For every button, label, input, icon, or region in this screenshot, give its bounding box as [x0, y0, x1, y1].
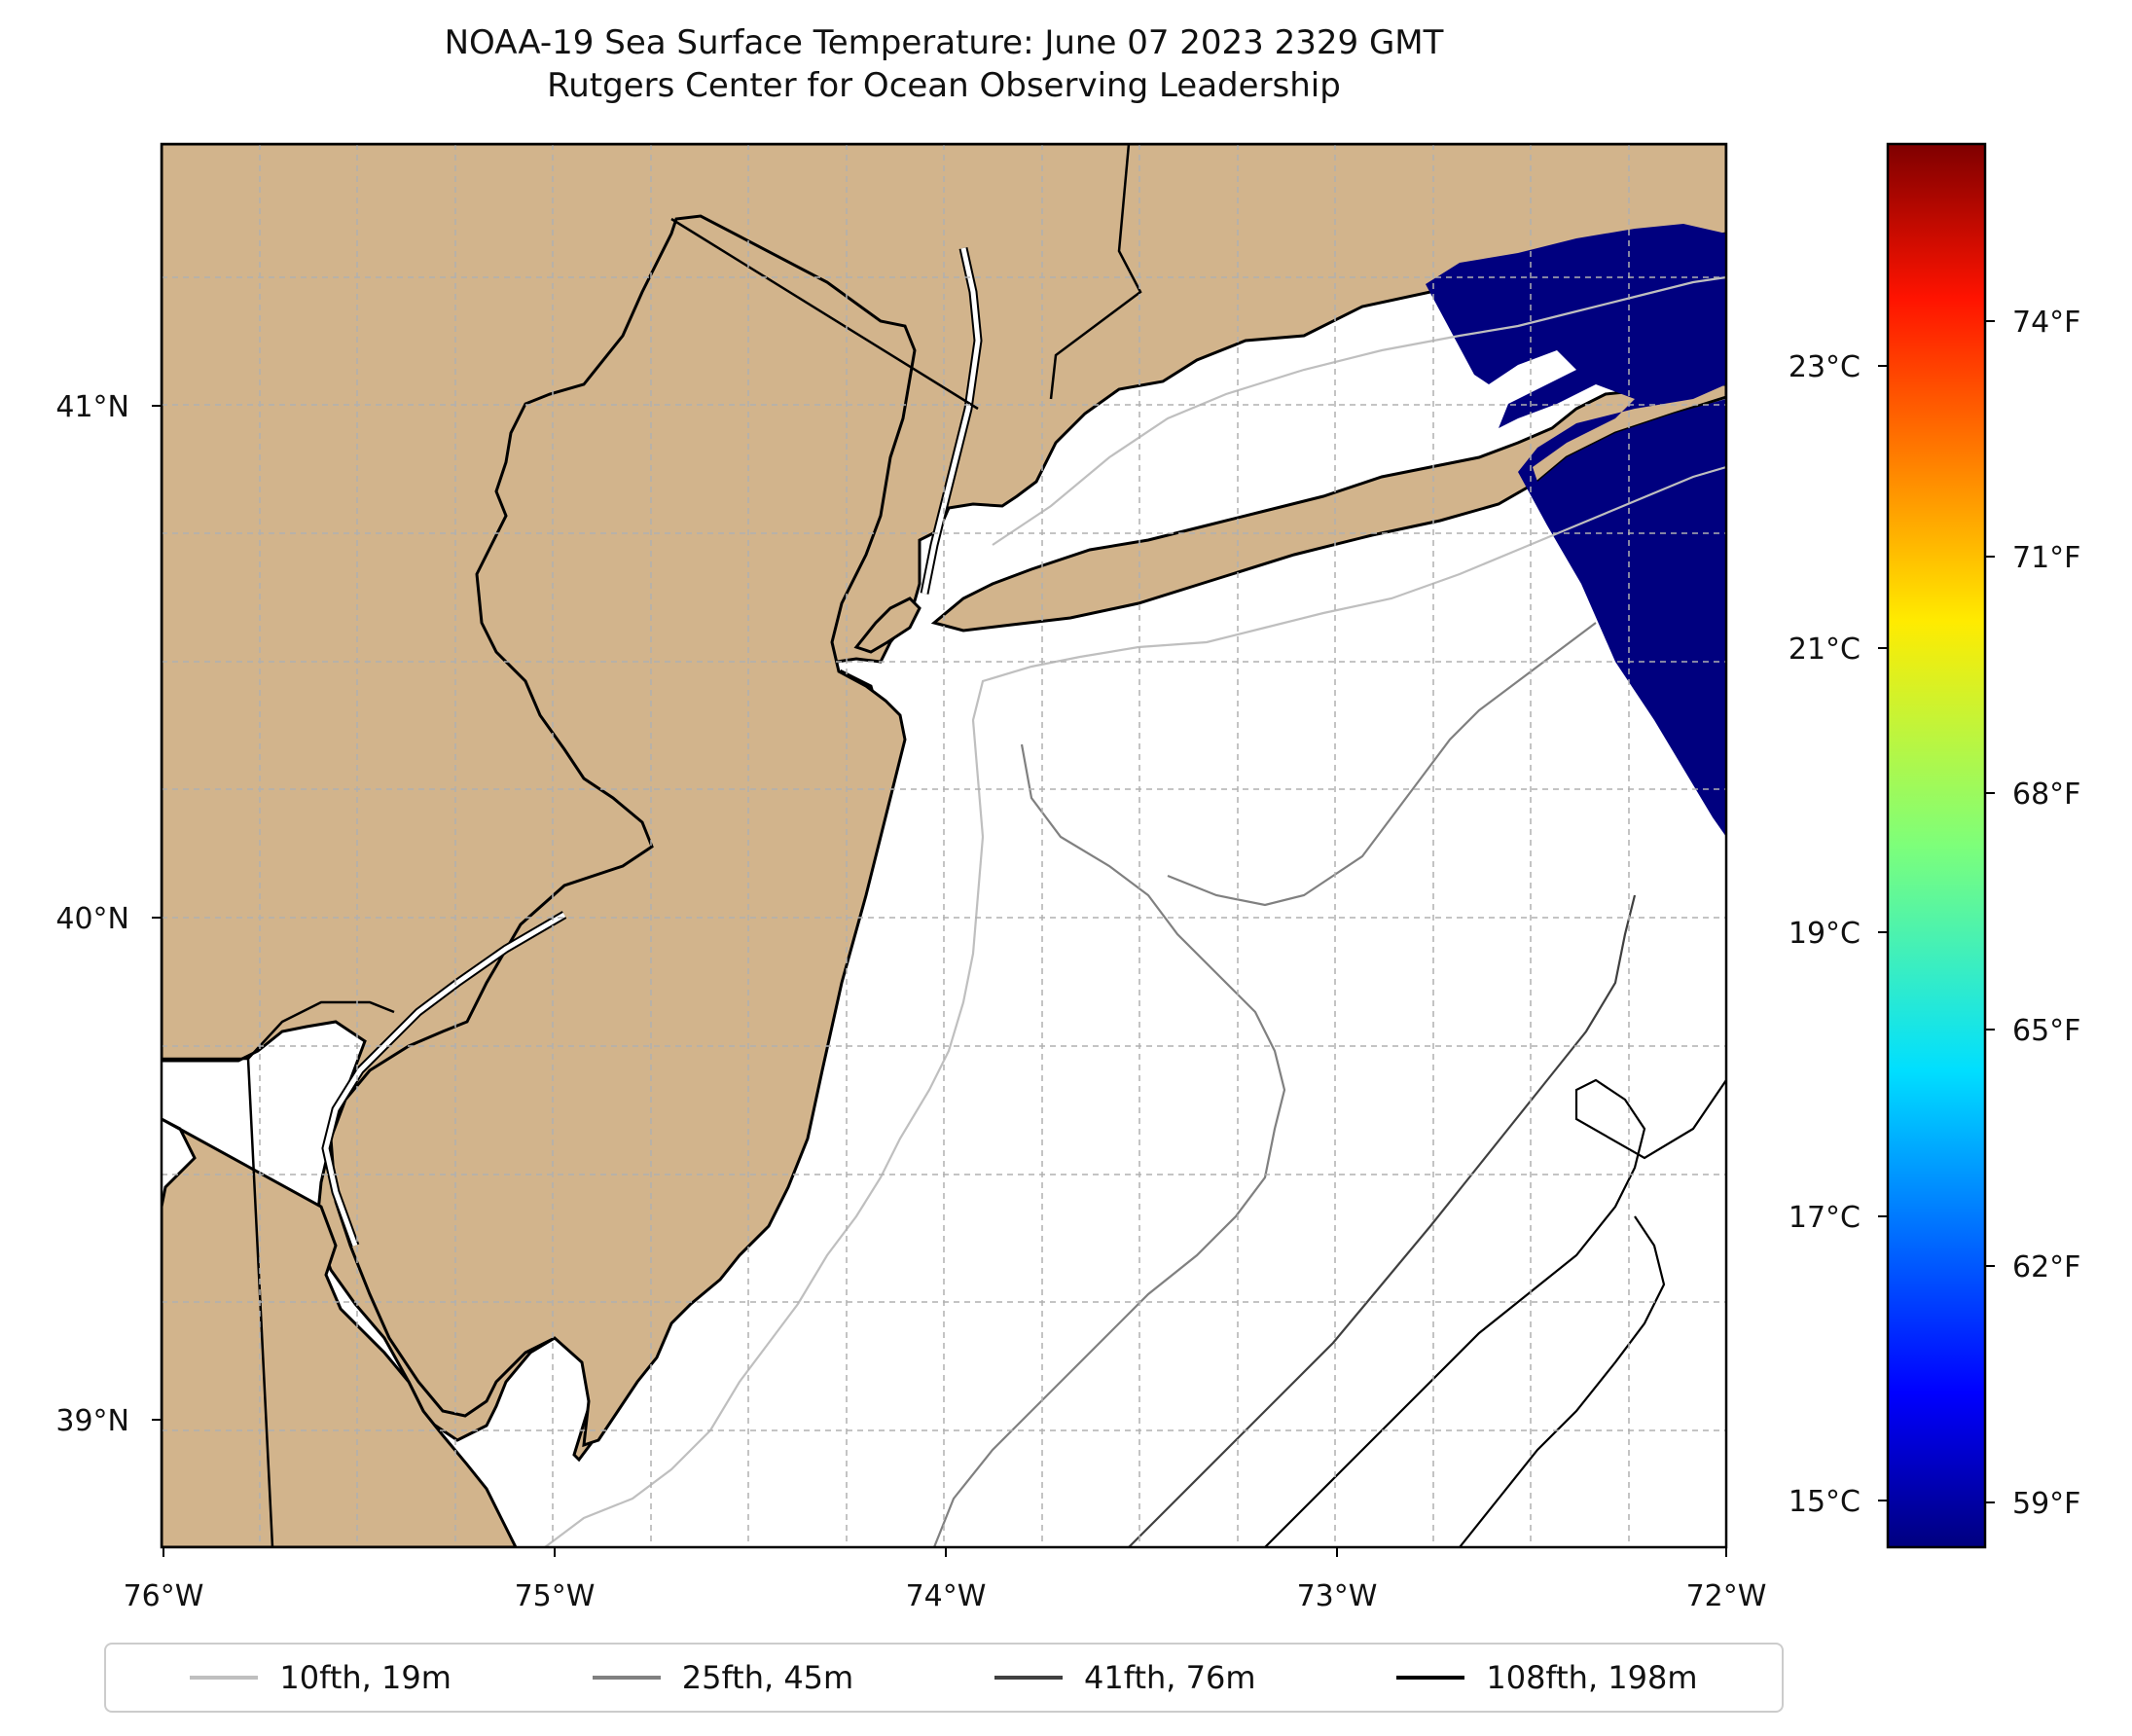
lon-tick-marks — [163, 1547, 1727, 1557]
colorbar-label-71f: 71°F — [2012, 541, 2080, 575]
lat-tick-label-39n: 39°N — [55, 1404, 129, 1438]
delaware-river-inner — [323, 912, 566, 1247]
lon-tick-label-73w: 73°W — [1297, 1579, 1378, 1613]
bathymetry-contours — [544, 275, 1726, 1547]
contour-25fth-east — [1167, 622, 1597, 907]
legend-label-41fth: 41fth, 76m — [1084, 1659, 1256, 1696]
lon-tick-label-76w: 76°W — [124, 1579, 204, 1613]
state-border-ny-pa — [670, 217, 979, 411]
colorbar-label-74f: 74°F — [2012, 306, 2080, 340]
colorbar-label-23c: 23°C — [1789, 350, 1861, 384]
lon-tick-label-74w: 74°W — [906, 1579, 987, 1613]
chart-title: NOAA-19 Sea Surface Temperature: June 07… — [161, 21, 1727, 107]
legend-swatch-108fth — [1396, 1676, 1465, 1680]
legend-swatch-25fth — [592, 1676, 661, 1680]
legend-item-10fth: 10fth, 19m — [190, 1659, 452, 1696]
colorbar-fahrenheit-ticks — [1985, 320, 1995, 1503]
legend-item-41fth: 41fth, 76m — [994, 1659, 1256, 1696]
title-line-2: Rutgers Center for Ocean Observing Leade… — [547, 66, 1341, 105]
lon-tick-label-75w: 75°W — [515, 1579, 596, 1613]
sst-swath — [1426, 224, 1726, 837]
map-frame — [160, 142, 1728, 1549]
legend-label-108fth: 108fth, 198m — [1486, 1659, 1698, 1696]
state-border-ct-ny — [1049, 144, 1142, 400]
colorbar-label-17c: 17°C — [1789, 1201, 1861, 1235]
land-staten-island — [853, 597, 921, 654]
colorbar-label-62f: 62°F — [2012, 1250, 2080, 1284]
lat-tick-label-41n: 41°N — [55, 390, 129, 424]
colorbar-label-19c: 19°C — [1789, 917, 1861, 951]
land-new-jersey — [329, 214, 917, 1448]
lon-tick-label-72w: 72°W — [1686, 1579, 1767, 1613]
map-gridlines — [162, 144, 1726, 1547]
legend-label-10fth: 10fth, 19m — [279, 1659, 452, 1696]
legend-swatch-41fth — [994, 1676, 1064, 1680]
contour-108fth — [1264, 1078, 1726, 1547]
colorbar-label-59f: 59°F — [2012, 1487, 2080, 1521]
colorbar-label-65f: 65°F — [2012, 1014, 2080, 1048]
colorbar-label-15c: 15°C — [1789, 1485, 1861, 1519]
legend-item-25fth: 25fth, 45m — [592, 1659, 854, 1696]
legend-swatch-10fth — [190, 1676, 259, 1680]
contour-108fth-shelf — [1459, 1215, 1666, 1547]
legend-label-25fth: 25fth, 45m — [681, 1659, 854, 1696]
contour-25fth — [932, 743, 1286, 1547]
hudson-river-inner — [921, 247, 981, 595]
colorbar-label-21c: 21°C — [1789, 633, 1861, 667]
contour-41fth — [1128, 894, 1637, 1547]
lat-tick-label-40n: 40°N — [55, 902, 129, 936]
lat-tick-marks — [152, 405, 162, 1421]
legend-item-108fth: 108fth, 198m — [1396, 1659, 1698, 1696]
title-line-1: NOAA-19 Sea Surface Temperature: June 07… — [444, 23, 1444, 62]
contour-10fth-north — [992, 275, 1726, 546]
colorbar — [1886, 142, 1987, 1549]
state-border-md-de — [247, 1000, 395, 1060]
contour-10fth — [544, 465, 1726, 1547]
contour-legend: 10fth, 19m 25fth, 45m 41fth, 76m 108fth,… — [104, 1643, 1784, 1713]
colorbar-celsius-ticks — [1878, 365, 1888, 1501]
colorbar-label-68f: 68°F — [2012, 778, 2080, 812]
